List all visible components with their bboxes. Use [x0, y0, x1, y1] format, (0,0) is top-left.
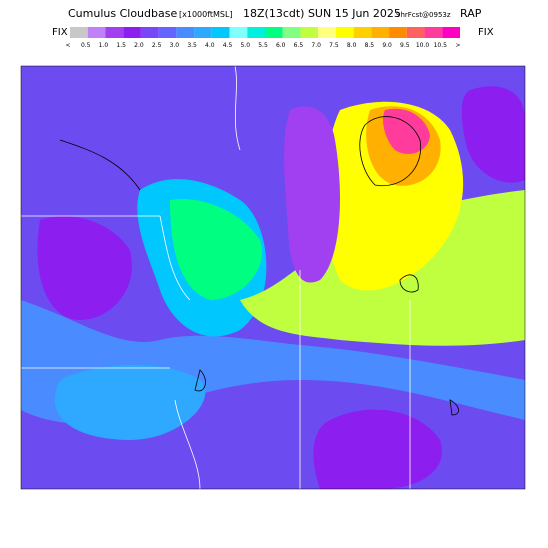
colorbar: <0.5 1.0 1.5 2.0 2.5 3.0 3.5 4.0 4.5 5.0 5.5 6.0 6.5…	[65, 27, 461, 49]
forecast: 9hrFcst@0953z	[396, 11, 451, 19]
legend-label: 7.0	[311, 42, 321, 49]
state-borders	[21, 66, 411, 489]
title: Cumulus Cloudbase	[68, 7, 177, 20]
legend-label: 9.0	[382, 42, 392, 49]
color-swatch	[229, 27, 248, 38]
legend-label: 0.5	[81, 42, 91, 49]
field-green	[170, 199, 262, 300]
field-blue	[54, 365, 206, 440]
legend-label: 7.5	[329, 42, 339, 49]
lake-huron	[461, 86, 525, 183]
color-swatch	[70, 27, 88, 38]
color-swatch	[123, 27, 141, 38]
legend-label: 10.0	[416, 42, 430, 49]
legend-label: 5.5	[258, 42, 268, 49]
legend-label: 10.5	[434, 42, 448, 49]
map	[20, 65, 526, 490]
map-frame	[20, 65, 526, 490]
legend-label: <	[65, 42, 70, 49]
lake-michigan	[284, 106, 340, 283]
legend-label: 4.0	[205, 42, 215, 49]
field-red	[383, 108, 430, 155]
color-swatch	[247, 27, 265, 38]
legend-label: >	[455, 42, 460, 49]
legend-label: 1.0	[99, 42, 109, 49]
color-swatch	[300, 27, 319, 38]
legend-label: 2.5	[152, 42, 162, 49]
color-swatch	[176, 27, 195, 38]
color-swatch	[442, 27, 460, 38]
color-swatch	[335, 27, 354, 38]
legend-label: 4.5	[223, 42, 233, 49]
legend-label: 6.5	[294, 42, 304, 49]
color-swatch	[282, 27, 301, 38]
color-swatch	[389, 27, 407, 38]
color-swatch	[371, 27, 390, 38]
contours	[59, 116, 459, 416]
color-swatch	[265, 27, 283, 38]
color-swatch	[140, 27, 159, 38]
color-swatch	[211, 27, 230, 38]
units: [x1000ftMSL]	[179, 10, 233, 19]
color-swatch	[318, 27, 336, 38]
header: Cumulus Cloudbase [x1000ftMSL] 18Z(13cdt…	[68, 7, 482, 20]
color-swatch	[424, 27, 443, 38]
legend-label: 6.0	[276, 42, 286, 49]
color-swatch	[406, 27, 425, 38]
model: RAP	[460, 7, 482, 20]
legend-label: 8.5	[365, 42, 375, 49]
color-swatch	[105, 27, 124, 38]
legend-label: 3.0	[170, 42, 180, 49]
legend-label: 5.0	[240, 42, 250, 49]
legend-label: 9.5	[400, 42, 410, 49]
field-purple-west	[37, 216, 132, 320]
legend-label: 1.5	[116, 42, 126, 49]
color-swatch	[353, 27, 372, 38]
legend-label: 2.0	[134, 42, 144, 49]
legend-label: 8.0	[347, 42, 357, 49]
color-swatch	[194, 27, 212, 38]
color-swatch	[87, 27, 106, 38]
color-swatch	[158, 27, 177, 38]
valid-time: 18Z(13cdt) SUN 15 Jun 2025	[243, 7, 401, 20]
fix-left: FIX	[52, 27, 68, 38]
fix-right: FIX	[478, 27, 494, 38]
legend-label: 3.5	[187, 42, 197, 49]
